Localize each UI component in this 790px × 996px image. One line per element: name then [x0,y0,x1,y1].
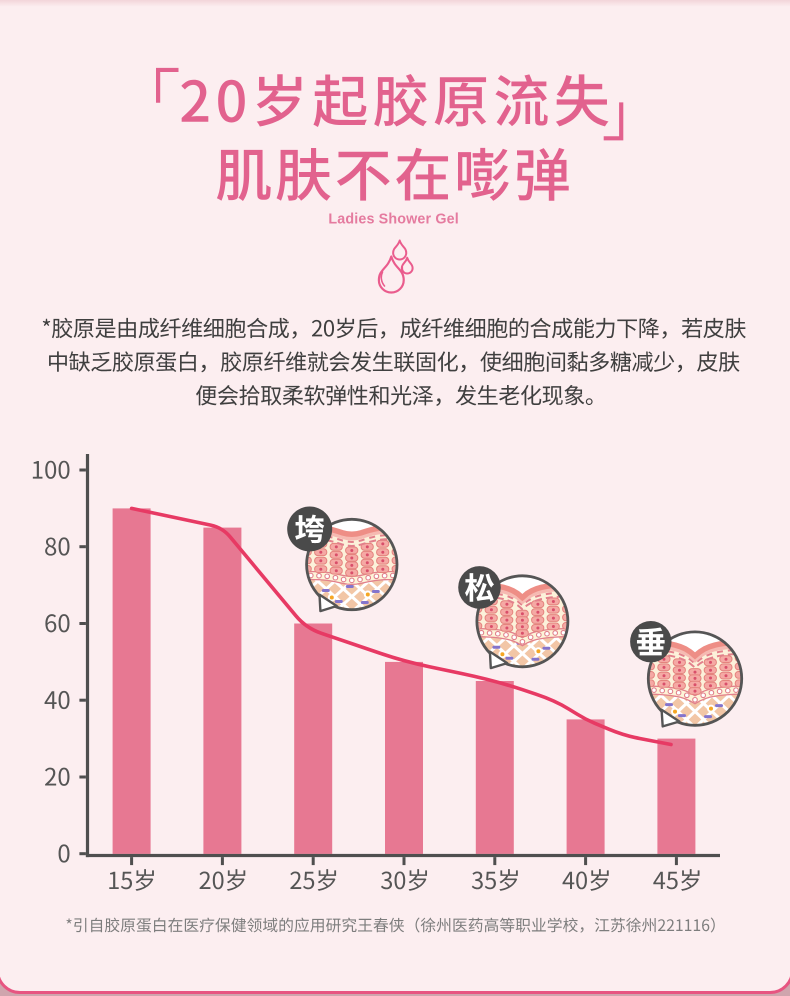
svg-text:Ladies Shower Gel: Ladies Shower Gel [328,212,458,228]
